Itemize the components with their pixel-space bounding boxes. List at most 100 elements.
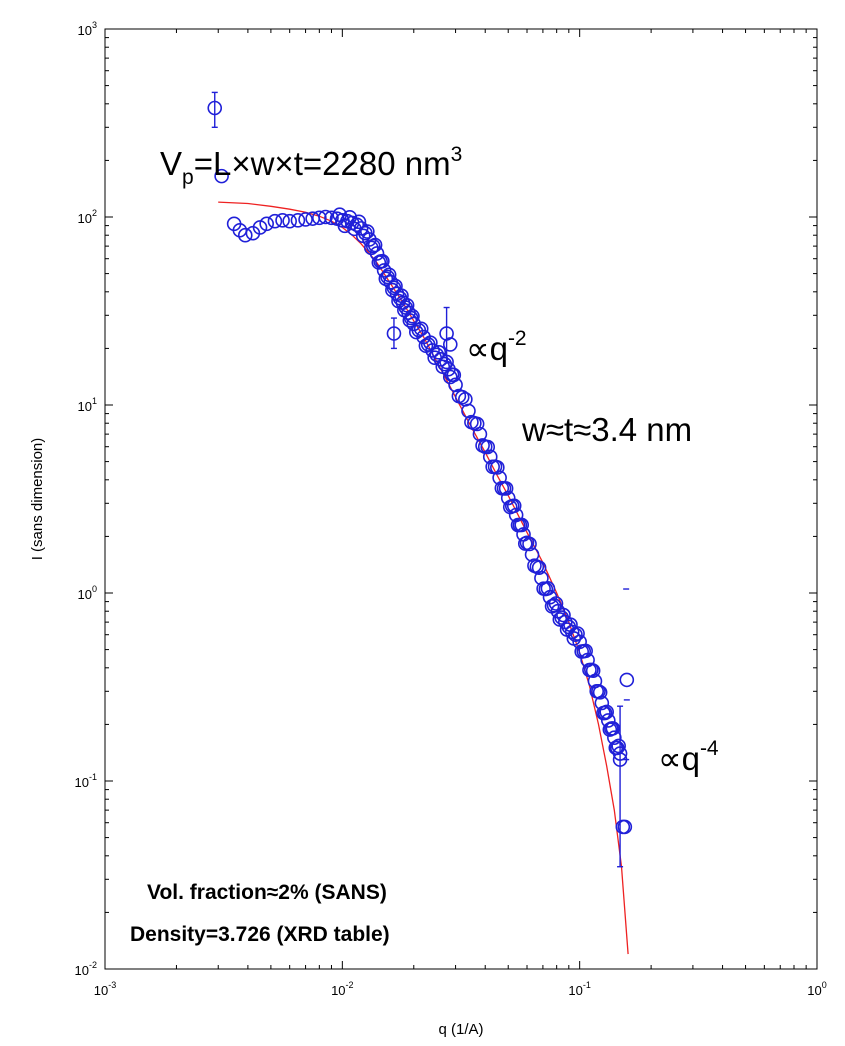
data-point <box>431 344 447 360</box>
data-point <box>472 426 488 442</box>
data-point <box>556 607 571 623</box>
annotation-volume: Vp=L×w×t=2280 nm3 <box>160 143 462 189</box>
annotation-volume-sub: p <box>182 166 194 189</box>
axis-ticks <box>104 28 818 970</box>
data-point <box>423 335 438 350</box>
y-tick-label: 101 <box>78 396 97 414</box>
y-tick-label-exp: 0 <box>92 584 97 594</box>
y-tick-label: 102 <box>78 208 97 226</box>
data-point <box>267 213 283 229</box>
outlier-point <box>615 819 631 835</box>
x-tick-label-base: 10 <box>807 983 821 998</box>
x-tick-label-exp: -1 <box>583 980 591 990</box>
y-tick-label: 10-1 <box>75 772 97 790</box>
data-point <box>585 663 601 679</box>
y-tick-label-exp: -2 <box>89 960 97 970</box>
annotation-slope-q4-sup: -4 <box>700 737 719 760</box>
data-point <box>318 209 333 225</box>
data-point <box>290 213 306 228</box>
data-point <box>570 626 585 641</box>
annotation-slope-q4-main: ∝q <box>658 740 700 777</box>
data-point <box>259 216 274 232</box>
y-tick-label: 10-2 <box>75 960 97 978</box>
annotation-volume-main: V <box>160 145 182 182</box>
data-point <box>367 237 383 253</box>
data-point <box>381 267 397 283</box>
data-point <box>369 246 385 261</box>
y-tick-label-exp: 1 <box>92 396 97 406</box>
outlier-point <box>442 337 458 352</box>
annotation-volume-sup: 3 <box>451 143 463 166</box>
annotation-vol-fraction: Vol. fraction≈2% (SANS) <box>147 881 387 904</box>
data-point <box>554 610 569 625</box>
data-point <box>312 210 327 226</box>
data-point <box>413 321 429 337</box>
data-point <box>446 367 462 383</box>
data-point <box>597 705 613 721</box>
data-point <box>594 695 610 711</box>
x-tick-label-base: 10 <box>94 983 108 998</box>
x-tick-label-base: 10 <box>331 983 345 998</box>
y-tick-label-base: 10 <box>75 775 89 790</box>
data-point <box>490 460 505 475</box>
annotation-density: Density=3.726 (XRD table) <box>130 923 390 946</box>
data-point <box>349 217 365 233</box>
annotation-width: w≈t≈3.4 nm <box>521 411 692 448</box>
data-point <box>506 498 522 514</box>
annotation-slope-q2: ∝q-2 <box>466 327 527 367</box>
y-tick-label-exp: -1 <box>89 772 97 782</box>
y-tick-label-base: 10 <box>75 963 89 978</box>
data-layer <box>207 91 635 868</box>
x-tick-label-exp: 0 <box>822 980 827 990</box>
data-point <box>514 517 530 533</box>
fit-line <box>218 201 629 955</box>
y-tick-label: 103 <box>78 20 97 38</box>
x-tick-label: 10-3 <box>94 980 116 998</box>
data-point <box>298 212 313 227</box>
y-tick-label-base: 10 <box>78 587 92 602</box>
data-point <box>480 439 496 455</box>
data-point <box>324 210 339 226</box>
outlier-point <box>214 168 229 184</box>
y-tick-label-base: 10 <box>78 23 92 38</box>
data-point <box>425 343 440 358</box>
data-point <box>402 313 418 328</box>
data-point <box>275 213 290 228</box>
outlier-point <box>386 326 402 341</box>
data-point <box>564 624 580 640</box>
data-point <box>360 224 375 239</box>
annotation-slope-q2-sup: -2 <box>508 327 527 350</box>
x-tick-label: 100 <box>807 980 826 998</box>
data-point <box>578 643 593 659</box>
data-point <box>351 214 367 230</box>
data-point <box>600 713 616 728</box>
data-point <box>469 416 485 432</box>
annotation-slope-q2-main: ∝q <box>466 330 508 367</box>
x-tick-label-exp: -2 <box>346 980 354 990</box>
x-tick-label: 10-2 <box>331 980 353 998</box>
x-tick-label: 10-1 <box>568 980 590 998</box>
x-tick-label-base: 10 <box>568 983 582 998</box>
y-tick-label: 100 <box>78 584 97 602</box>
fit-layer <box>218 201 629 955</box>
data-point <box>375 253 390 269</box>
x-tick-label-exp: -3 <box>108 980 116 990</box>
y-tick-label-exp: 3 <box>92 20 97 30</box>
y-tick-label-base: 10 <box>78 399 92 414</box>
data-point <box>592 685 608 700</box>
outlier-point <box>207 100 223 116</box>
data-point <box>522 536 537 552</box>
x-axis-label: q (1/A) <box>438 1021 483 1038</box>
data-point <box>524 547 540 562</box>
outlier-point <box>619 672 635 688</box>
y-tick-label-exp: 2 <box>92 208 97 218</box>
data-point <box>429 347 445 363</box>
data-point <box>531 560 547 575</box>
annotation-slope-q4: ∝q-4 <box>658 737 719 777</box>
data-point <box>237 227 253 243</box>
data-point <box>365 238 381 254</box>
annotation-volume-rest: =L×w×t=2280 nm <box>194 145 451 182</box>
data-point <box>282 213 297 229</box>
